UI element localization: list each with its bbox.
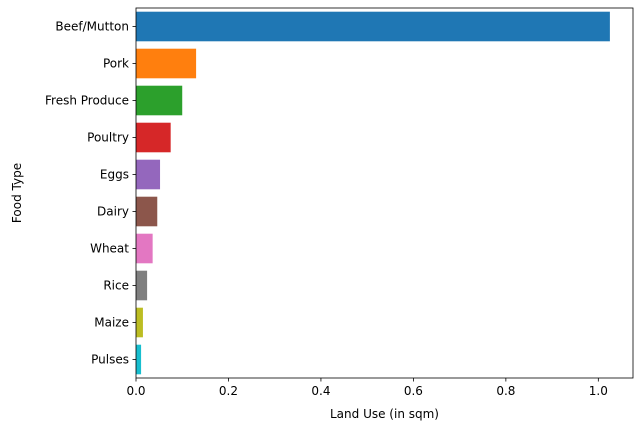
bar-maize: [136, 307, 143, 338]
bar-eggs: [136, 159, 161, 190]
bars: [136, 11, 610, 375]
y-tick-label-maize: Maize: [94, 316, 129, 330]
x-tick-label-0-6: 0.6: [404, 384, 423, 398]
bar-fresh-produce: [136, 85, 183, 116]
y-axis-ticks: Beef/Mutton Pork Fresh Produce Poultry Eggs D…: [45, 20, 136, 367]
x-tick-label-0-4: 0.4: [311, 384, 330, 398]
bar-dairy: [136, 196, 158, 227]
x-tick-label-1-0: 1.0: [589, 384, 608, 398]
x-axis-ticks: 0.0 0.2 0.4 0.6 0.8 1.0: [126, 378, 608, 398]
y-tick-label-poultry: Poultry: [87, 131, 129, 145]
bar-pork: [136, 48, 197, 79]
y-tick-label-beef-mutton: Beef/Mutton: [55, 20, 129, 34]
y-tick-label-pulses: Pulses: [91, 353, 129, 367]
bar-beef-mutton: [136, 11, 610, 42]
x-tick-label-0-0: 0.0: [126, 384, 145, 398]
y-tick-label-wheat: Wheat: [90, 242, 129, 256]
x-tick-label-0-2: 0.2: [219, 384, 238, 398]
y-tick-label-rice: Rice: [103, 279, 129, 293]
bar-poultry: [136, 122, 171, 153]
y-tick-label-fresh-produce: Fresh Produce: [45, 94, 129, 108]
y-axis-title: Food Type: [10, 163, 24, 223]
y-tick-label-pork: Pork: [103, 57, 129, 71]
bar-wheat: [136, 233, 153, 264]
plot-frame: [135, 7, 634, 379]
bar-rice: [136, 270, 148, 301]
x-tick-label-0-8: 0.8: [496, 384, 515, 398]
x-axis-title: Land Use (in sqm): [330, 407, 439, 421]
y-tick-label-dairy: Dairy: [97, 205, 129, 219]
y-tick-label-eggs: Eggs: [100, 168, 129, 182]
bar-pulses: [136, 344, 142, 375]
